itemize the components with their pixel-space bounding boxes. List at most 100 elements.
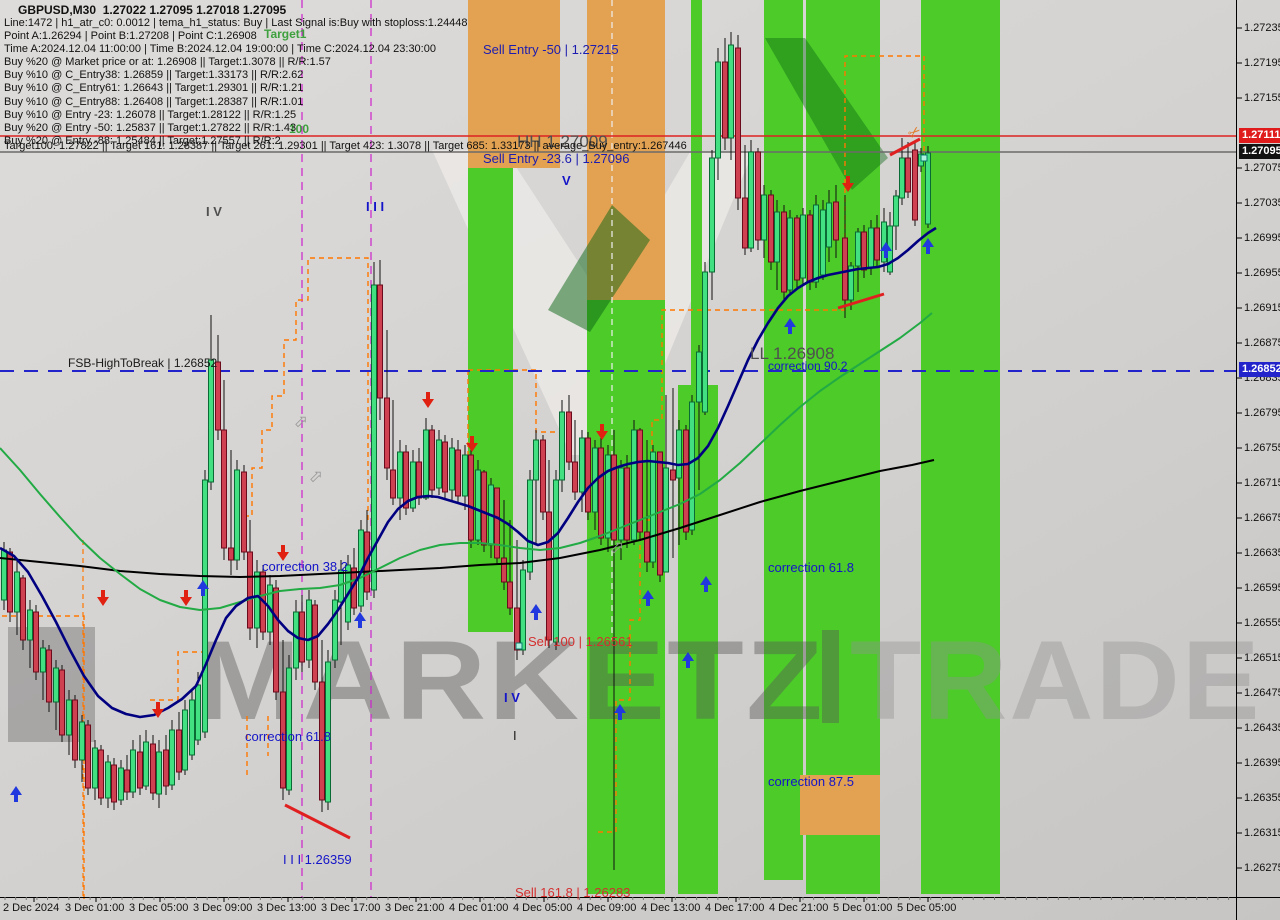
candle-bear bbox=[228, 547, 234, 561]
fib-envelope-line bbox=[244, 257, 369, 524]
time-axis-label: 4 Dec 13:00 bbox=[641, 902, 701, 914]
candle-bull bbox=[631, 429, 637, 541]
candle-bear bbox=[670, 469, 676, 481]
info-line: Buy %10 @ C_Entry38: 1.26859 || Target:1… bbox=[4, 69, 304, 82]
time-axis-label: 4 Dec 05:00 bbox=[513, 902, 573, 914]
candle-bull bbox=[663, 467, 669, 573]
chart-annotation: 100 bbox=[289, 122, 310, 136]
candle-bull bbox=[325, 661, 331, 803]
candle-bull bbox=[553, 479, 559, 643]
candle-bear bbox=[644, 531, 650, 563]
time-axis-label: 4 Dec 17:00 bbox=[705, 902, 765, 914]
candle-bear bbox=[150, 743, 156, 794]
candle-bear bbox=[403, 451, 409, 509]
candle-bull bbox=[925, 152, 931, 225]
candle-bull bbox=[293, 611, 299, 669]
zone-band-green bbox=[764, 0, 803, 880]
candle-bear bbox=[221, 429, 227, 549]
candle-bear bbox=[72, 699, 78, 761]
candle-bear bbox=[215, 361, 221, 431]
buy-arrow-icon bbox=[642, 590, 654, 606]
candle-bull bbox=[169, 729, 175, 786]
candle-bear bbox=[507, 581, 513, 609]
candle-bear bbox=[59, 669, 65, 736]
candle-bear bbox=[540, 439, 546, 513]
info-line: Buy %20 @ Entry -50: 1.25837 || Target:1… bbox=[4, 121, 297, 134]
chart-annotation: correction 61.8 bbox=[245, 729, 331, 744]
candle-bull bbox=[579, 437, 585, 493]
candle-bull bbox=[53, 667, 59, 703]
candle-bull bbox=[423, 429, 429, 499]
candle-bull bbox=[475, 469, 481, 541]
price-axis-label: 1.26675 bbox=[1244, 512, 1280, 524]
candle-bull bbox=[527, 479, 533, 573]
chart-annotation: Sell Entry -23.6 | 1.27096 bbox=[483, 151, 630, 166]
candle-bull bbox=[92, 747, 98, 789]
candle-bull bbox=[182, 709, 188, 771]
buy-arrow-icon bbox=[354, 612, 366, 628]
time-axis[interactable]: 2 Dec 2024 3 Dec 01:00 3 Dec 05:00 3 Dec 09… bbox=[0, 897, 1280, 920]
candle-bull bbox=[715, 61, 721, 159]
info-line: Buy %20 @ Market price or at: 1.26908 ||… bbox=[4, 56, 331, 69]
candle-bear bbox=[768, 194, 774, 263]
price-axis-label: 1.26915 bbox=[1244, 302, 1280, 314]
candle-bear bbox=[163, 749, 169, 787]
time-axis-label: 3 Dec 05:00 bbox=[129, 902, 189, 914]
candle-bull bbox=[332, 599, 338, 661]
chart-annotation: correction 87.5 bbox=[768, 774, 854, 789]
candle-bull bbox=[462, 454, 468, 497]
sell-arrow-icon bbox=[180, 590, 192, 606]
chart-annotation: LL 1.26908 bbox=[750, 344, 835, 363]
candle-bull bbox=[899, 157, 905, 199]
info-panel: GBPUSD,M30 1.27022 1.27095 1.27018 1.270… bbox=[4, 3, 468, 148]
info-line: Buy %10 @ Entry -23: 1.26078 || Target:1… bbox=[4, 108, 297, 121]
candle-bear bbox=[7, 551, 13, 613]
candle-bull bbox=[605, 454, 611, 539]
fast-ma-blue bbox=[0, 226, 937, 719]
candle-bear bbox=[861, 231, 867, 271]
info-line: Buy %10 @ C_Entry88: 1.26408 || Target:1… bbox=[4, 95, 304, 108]
price-axis[interactable]: 1.27235 1.27195 1.27155 1.27075 1.27035 1.269… bbox=[1237, 0, 1280, 897]
candle-bear bbox=[905, 157, 911, 193]
info-line: Time A:2024.12.04 11:00:00 | Time B:2024… bbox=[4, 43, 436, 56]
buy-arrow-icon bbox=[530, 604, 542, 620]
buy-arrow-icon bbox=[880, 242, 892, 258]
chart-annotation: FSB-HighToBreak | 1.26852 bbox=[68, 356, 218, 370]
symbol-title: GBPUSD,M30 1.27022 1.27095 1.27018 1.270… bbox=[4, 3, 468, 17]
price-axis-label: 1.26515 bbox=[1244, 652, 1280, 664]
time-axis-label: 4 Dec 09:00 bbox=[577, 902, 637, 914]
price-axis-label: 1.26635 bbox=[1244, 547, 1280, 559]
candle-bear bbox=[501, 557, 507, 583]
time-axis-label: 2 Dec 2024 bbox=[3, 902, 60, 914]
price-axis-label: 1.26715 bbox=[1244, 477, 1280, 489]
candle-bull bbox=[202, 479, 208, 733]
candle-bull bbox=[371, 284, 377, 591]
candle-bear bbox=[176, 729, 182, 773]
time-axis-label: 3 Dec 01:00 bbox=[65, 902, 125, 914]
candle-bear bbox=[514, 607, 520, 651]
candle-bear bbox=[842, 237, 848, 301]
zone-band-orange bbox=[800, 775, 880, 835]
candle-bear bbox=[377, 284, 383, 399]
candle-bear bbox=[137, 751, 143, 789]
symbol-name: GBPUSD,M30 bbox=[18, 3, 97, 17]
candle-bull bbox=[559, 411, 565, 481]
candle-bull bbox=[27, 609, 33, 641]
buy-arrow-icon bbox=[197, 580, 209, 596]
sell-arrow-icon bbox=[842, 176, 854, 192]
candle-bear bbox=[566, 411, 572, 463]
price-axis-label: 1.27075 bbox=[1244, 162, 1280, 174]
price-axis-label: 1.26435 bbox=[1244, 722, 1280, 734]
chart-annotation: correction 38.2 bbox=[262, 559, 348, 574]
chart-annotation: I I I bbox=[366, 199, 385, 214]
candle-bear bbox=[384, 397, 390, 469]
chart-annotation: Sell 161.8 | 1.26283 bbox=[515, 885, 631, 900]
candle-bear bbox=[468, 454, 474, 541]
price-badge: 1.27111 bbox=[1239, 128, 1280, 143]
candle-bull bbox=[410, 461, 416, 509]
candle-bull bbox=[449, 447, 455, 491]
ohlc-values: 1.27022 1.27095 1.27018 1.27095 bbox=[102, 3, 287, 17]
